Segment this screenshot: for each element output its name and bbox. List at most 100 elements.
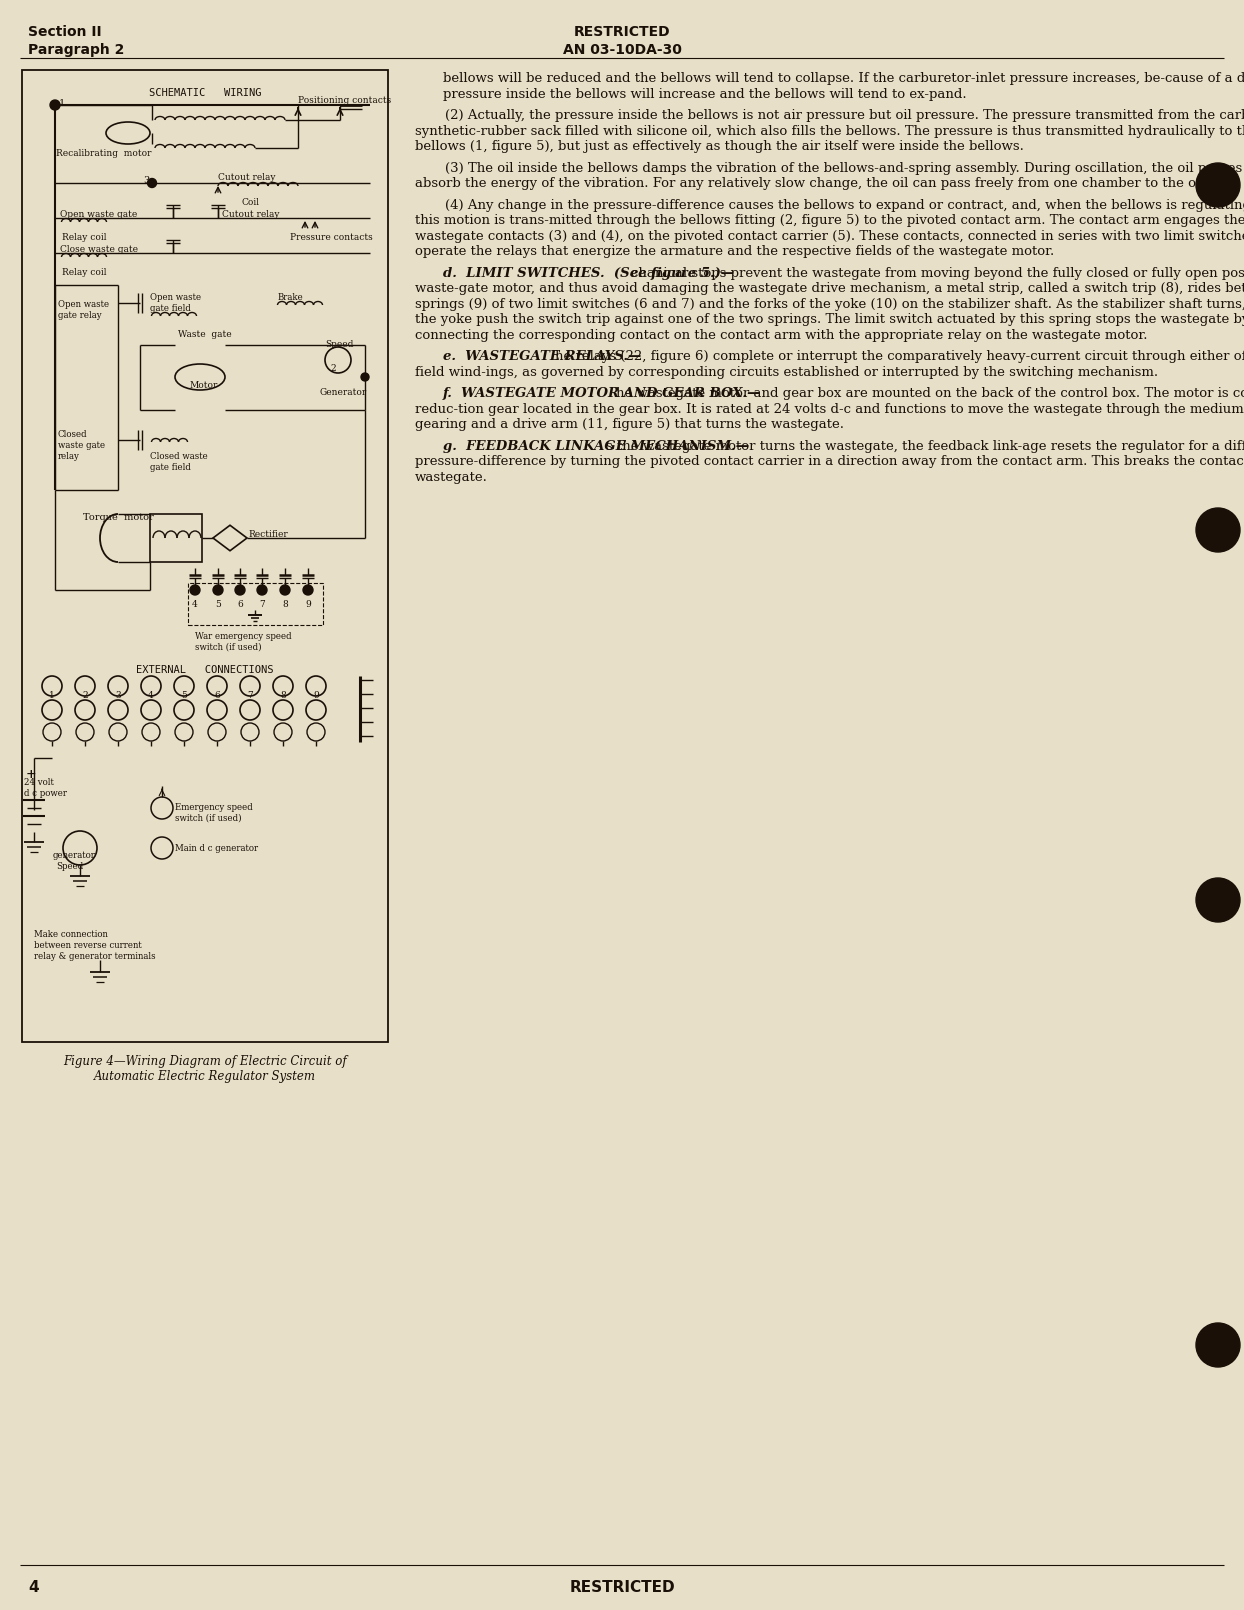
- Text: EXTERNAL   CONNECTIONS: EXTERNAL CONNECTIONS: [137, 665, 274, 675]
- Text: 4: 4: [192, 601, 198, 609]
- Text: Rectifier: Rectifier: [248, 530, 287, 539]
- Text: connecting the corresponding contact on the contact arm with the appropriate rel: connecting the corresponding contact on …: [415, 328, 1147, 341]
- Text: 4: 4: [29, 1579, 39, 1596]
- Text: s the wastegate motor turns the wastegate, the feedback link-age resets the regu: s the wastegate motor turns the wastegat…: [606, 440, 1244, 452]
- Text: e.  WASTEGATE RELAYS.—: e. WASTEGATE RELAYS.—: [443, 349, 641, 362]
- Text: gate field: gate field: [151, 464, 190, 472]
- Text: Main d c generator: Main d c generator: [175, 844, 258, 853]
- Text: Cutout relay: Cutout relay: [218, 172, 275, 182]
- Text: 24 volt: 24 volt: [24, 778, 53, 787]
- Circle shape: [148, 179, 157, 187]
- Text: Pressure contacts: Pressure contacts: [290, 233, 373, 242]
- Text: Motor: Motor: [190, 382, 219, 390]
- Text: 7: 7: [248, 691, 253, 700]
- Text: 9: 9: [313, 691, 318, 700]
- Text: 4: 4: [148, 691, 154, 700]
- Text: Coil: Coil: [243, 198, 260, 208]
- Text: Closed: Closed: [58, 430, 87, 440]
- Text: Recalibrating  motor: Recalibrating motor: [56, 150, 152, 158]
- Text: generator: generator: [53, 852, 96, 860]
- Circle shape: [258, 584, 267, 596]
- Text: bellows will be reduced and the bellows will tend to collapse. If the carburetor: bellows will be reduced and the bellows …: [443, 72, 1244, 85]
- Text: 8: 8: [280, 691, 286, 700]
- Text: 6: 6: [238, 601, 243, 609]
- Text: Brake: Brake: [277, 293, 304, 303]
- Text: he relays (22, figure 6) complete or interrupt the comparatively heavy-current c: he relays (22, figure 6) complete or int…: [555, 349, 1244, 362]
- Text: Figure 4—Wiring Diagram of Electric Circuit of: Figure 4—Wiring Diagram of Electric Circ…: [63, 1055, 347, 1067]
- Text: Paragraph 2: Paragraph 2: [29, 43, 124, 56]
- Text: Section II: Section II: [29, 26, 102, 39]
- Circle shape: [1195, 509, 1240, 552]
- Text: Make connection: Make connection: [34, 931, 108, 939]
- Text: f.  WASTEGATE MOTOR AND GEAR BOX.—: f. WASTEGATE MOTOR AND GEAR BOX.—: [443, 386, 761, 399]
- Text: 8: 8: [282, 601, 287, 609]
- Text: reduc-tion gear located in the gear box. It is rated at 24 volts d-c and functio: reduc-tion gear located in the gear box.…: [415, 402, 1244, 415]
- Text: springs (9) of two limit switches (6 and 7) and the forks of the yoke (10) on th: springs (9) of two limit switches (6 and…: [415, 298, 1244, 311]
- Text: Torque  motor: Torque motor: [83, 514, 154, 522]
- Text: Emergency speed: Emergency speed: [175, 803, 253, 811]
- Text: 9: 9: [305, 601, 311, 609]
- Text: pressure-difference by turning the pivoted contact carrier in a direction away f: pressure-difference by turning the pivot…: [415, 456, 1244, 469]
- Text: gate field: gate field: [151, 304, 190, 312]
- Text: (2) Actually, the pressure inside the bellows is not air pressure but oil pressu: (2) Actually, the pressure inside the be…: [445, 109, 1244, 122]
- Text: 2: 2: [82, 691, 87, 700]
- Text: g.  FEEDBACK LINKAGE MECHANISM.—: g. FEEDBACK LINKAGE MECHANISM.—: [443, 440, 749, 452]
- Circle shape: [1195, 1323, 1240, 1367]
- Text: (4) Any change in the pressure-difference causes the bellows to expand or contra: (4) Any change in the pressure-differenc…: [445, 198, 1244, 211]
- Bar: [188, 583, 323, 625]
- Text: field wind-ings, as governed by corresponding circuits established or interrupte: field wind-ings, as governed by correspo…: [415, 365, 1158, 378]
- Text: 5: 5: [215, 601, 221, 609]
- Text: waste-gate motor, and thus avoid damaging the wastegate drive mechanism, a metal: waste-gate motor, and thus avoid damagin…: [415, 282, 1244, 295]
- Text: d c power: d c power: [24, 789, 67, 799]
- Circle shape: [50, 100, 60, 109]
- Text: gearing and a drive arm (11, figure 5) that turns the wastegate.: gearing and a drive arm (11, figure 5) t…: [415, 419, 843, 431]
- Text: 3: 3: [114, 691, 121, 700]
- Text: he wastegate motor and gear box are mounted on the back of the control box. The : he wastegate motor and gear box are moun…: [616, 386, 1244, 399]
- Text: operate the relays that energize the armature and the respective fields of the w: operate the relays that energize the arm…: [415, 245, 1054, 258]
- Text: synthetic-rubber sack filled with silicone oil, which also fills the bellows. Th: synthetic-rubber sack filled with silico…: [415, 124, 1244, 137]
- Circle shape: [280, 584, 290, 596]
- Text: wastegate contacts (3) and (4), on the pivoted contact carrier (5). These contac: wastegate contacts (3) and (4), on the p…: [415, 230, 1244, 243]
- Text: the yoke push the switch trip against one of the two springs. The limit switch a: the yoke push the switch trip against on…: [415, 312, 1244, 325]
- Text: RESTRICTED: RESTRICTED: [573, 26, 671, 39]
- Text: (3) The oil inside the bellows damps the vibration of the bellows-and-spring ass: (3) The oil inside the bellows damps the…: [445, 161, 1244, 174]
- Text: d.  LIMIT SWITCHES.  (See figure 5.)—: d. LIMIT SWITCHES. (See figure 5.)—: [443, 267, 734, 280]
- Text: absorb the energy of the vibration. For any relatively slow change, the oil can : absorb the energy of the vibration. For …: [415, 177, 1227, 190]
- Circle shape: [1195, 163, 1240, 208]
- Text: AN 03-10DA-30: AN 03-10DA-30: [562, 43, 682, 56]
- Text: this motion is trans-mitted through the bellows fitting (2, figure 5) to the piv: this motion is trans-mitted through the …: [415, 214, 1244, 227]
- Text: switch (if used): switch (if used): [175, 815, 241, 823]
- Text: chanical stops prevent the wastegate from moving beyond the fully closed or full: chanical stops prevent the wastegate fro…: [631, 267, 1244, 280]
- Text: War emergency speed: War emergency speed: [195, 633, 291, 641]
- Text: Open waste: Open waste: [58, 299, 109, 309]
- Text: 5: 5: [180, 691, 187, 700]
- Text: switch (if used): switch (if used): [195, 642, 261, 652]
- Text: relay & generator terminals: relay & generator terminals: [34, 952, 156, 961]
- Circle shape: [213, 584, 223, 596]
- Bar: [151, 514, 202, 562]
- Text: 1: 1: [58, 98, 65, 108]
- Text: +: +: [26, 768, 36, 781]
- Text: Close waste gate: Close waste gate: [60, 245, 138, 254]
- Text: relay: relay: [58, 452, 80, 460]
- Text: Cutout relay: Cutout relay: [221, 209, 280, 219]
- Text: pressure inside the bellows will increase and the bellows will tend to ex-pand.: pressure inside the bellows will increas…: [443, 87, 967, 100]
- Circle shape: [190, 584, 200, 596]
- Text: Automatic Electric Regulator System: Automatic Electric Regulator System: [95, 1071, 316, 1084]
- Text: 7: 7: [259, 601, 265, 609]
- Text: 1: 1: [49, 691, 55, 700]
- Text: Speed: Speed: [325, 340, 353, 349]
- Circle shape: [304, 584, 313, 596]
- Text: Open waste: Open waste: [151, 293, 202, 303]
- Text: Generator: Generator: [320, 388, 367, 398]
- Text: RESTRICTED: RESTRICTED: [570, 1579, 674, 1596]
- Text: gate relay: gate relay: [58, 311, 102, 320]
- Text: 6: 6: [214, 691, 220, 700]
- Text: Relay coil: Relay coil: [62, 233, 107, 242]
- Text: Speed: Speed: [56, 861, 83, 871]
- Text: Positioning contacts: Positioning contacts: [299, 97, 392, 105]
- Bar: [22, 69, 388, 1042]
- Text: Relay coil: Relay coil: [62, 267, 107, 277]
- Text: SCHEMATIC   WIRING: SCHEMATIC WIRING: [149, 89, 261, 98]
- Text: Open waste gate: Open waste gate: [60, 209, 137, 219]
